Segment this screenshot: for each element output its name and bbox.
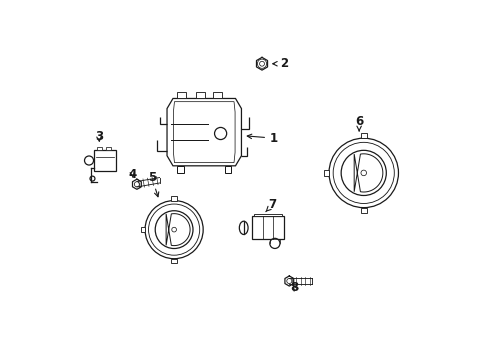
- Text: 2: 2: [273, 57, 288, 70]
- Bar: [361, 208, 367, 212]
- Polygon shape: [173, 102, 235, 163]
- Circle shape: [90, 176, 95, 181]
- Circle shape: [333, 142, 394, 203]
- Bar: [324, 170, 329, 176]
- Circle shape: [270, 238, 280, 248]
- Text: 8: 8: [291, 281, 299, 294]
- Bar: [177, 166, 184, 172]
- Text: 5: 5: [147, 171, 159, 197]
- Circle shape: [287, 279, 292, 284]
- Bar: [98, 147, 102, 150]
- Circle shape: [172, 227, 176, 232]
- Circle shape: [257, 59, 267, 68]
- Bar: [213, 93, 222, 99]
- Text: 6: 6: [355, 115, 363, 131]
- Bar: [172, 259, 177, 263]
- Circle shape: [341, 150, 386, 195]
- Circle shape: [155, 211, 193, 248]
- Circle shape: [361, 170, 367, 176]
- Polygon shape: [354, 154, 383, 192]
- Circle shape: [134, 182, 140, 187]
- Bar: [225, 166, 231, 172]
- Polygon shape: [132, 179, 141, 189]
- Text: 4: 4: [128, 168, 137, 181]
- Bar: [254, 213, 282, 216]
- Circle shape: [148, 204, 200, 255]
- Bar: [106, 147, 111, 150]
- Bar: [177, 93, 186, 99]
- Circle shape: [145, 201, 203, 259]
- Text: 7: 7: [266, 198, 277, 212]
- Bar: [94, 150, 116, 171]
- Polygon shape: [166, 213, 190, 246]
- Bar: [141, 227, 145, 232]
- Polygon shape: [285, 276, 294, 286]
- Circle shape: [215, 127, 227, 140]
- Text: 1: 1: [247, 132, 278, 145]
- Circle shape: [329, 138, 398, 208]
- Circle shape: [84, 156, 94, 165]
- Text: 3: 3: [95, 130, 103, 143]
- Polygon shape: [167, 99, 242, 166]
- Bar: [252, 216, 284, 239]
- Ellipse shape: [239, 221, 248, 234]
- Bar: [361, 133, 367, 138]
- Bar: [196, 93, 205, 99]
- Bar: [172, 197, 177, 201]
- Circle shape: [260, 61, 265, 66]
